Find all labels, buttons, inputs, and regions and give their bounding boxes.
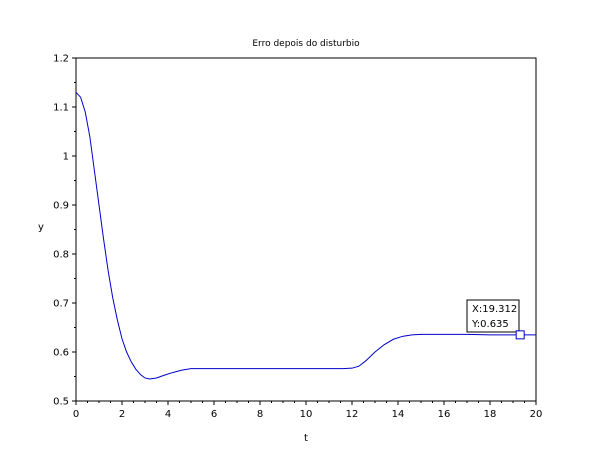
x-tick-label: 2 [119, 409, 125, 420]
x-tick-label: 8 [257, 409, 263, 420]
datatip[interactable]: X:19.312 Y:0.635 [466, 299, 525, 340]
datatip-box [466, 299, 520, 333]
x-tick-label: 0 [73, 409, 79, 420]
datatip-marker[interactable] [515, 330, 525, 340]
chart-title: Erro depois do disturbio [252, 39, 360, 49]
x-tick-label: 18 [484, 409, 497, 420]
x-tick-label: 12 [346, 409, 359, 420]
x-tick-label: 16 [438, 409, 451, 420]
x-tick-label: 6 [211, 409, 217, 420]
y-axis-ticks: 0.5 0.6 0.7 0.8 0.9 1 1.1 1.2 [53, 54, 76, 408]
datatip-y-label: Y:0.635 [471, 319, 509, 330]
plot-area [75, 57, 537, 402]
x-tick-label: 14 [392, 409, 405, 420]
x-tick-label: 10 [300, 409, 313, 420]
x-tick-label: 4 [165, 409, 171, 420]
series-line [75, 91, 536, 380]
y-axis-label: y [38, 222, 44, 233]
y-tick-label: 1.1 [53, 103, 69, 114]
x-tick-label: 20 [530, 409, 543, 420]
y-tick-label: 1 [63, 152, 69, 163]
y-tick-label: 0.6 [53, 348, 69, 359]
x-axis-ticks: 0 2 4 6 8 10 12 14 16 18 20 [73, 401, 543, 420]
y-tick-label: 1.2 [53, 54, 69, 65]
x-axis-label: t [304, 433, 308, 444]
y-tick-label: 0.8 [53, 250, 69, 261]
y-tick-label: 0.7 [53, 299, 69, 310]
datatip-x-label: X:19.312 [472, 304, 517, 315]
y-tick-label: 0.5 [53, 397, 69, 408]
y-tick-label: 0.9 [53, 201, 69, 212]
